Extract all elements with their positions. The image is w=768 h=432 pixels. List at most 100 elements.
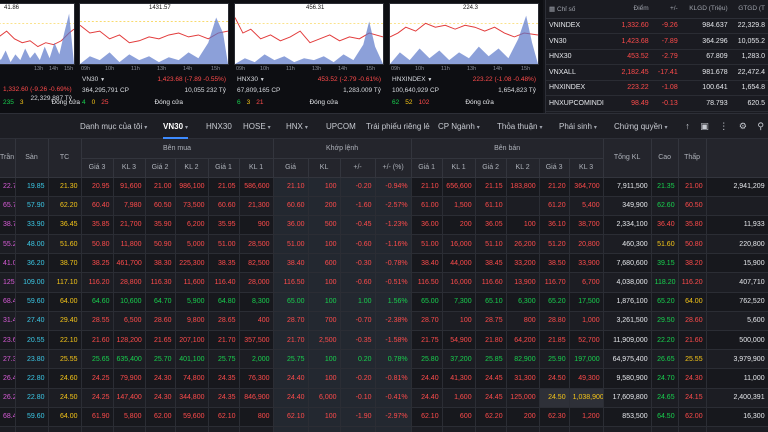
tab-hose[interactable]: HOSE ▾ <box>243 114 271 139</box>
cell-s-n: 27.40 <box>15 311 49 332</box>
cell-nn-mua: 762,520 <box>706 292 768 312</box>
table-row[interactable]: 26.2022.8024.5024.25147,40024.30344,8002… <box>0 388 768 408</box>
chart-ref-label: 41.86 <box>4 5 20 11</box>
chart-volume: 100,640,929 CP <box>392 87 439 94</box>
tab-label: UPCOM <box>326 122 356 131</box>
table-row[interactable]: 38.7533.9036.4535.8521,70035.906,20035.9… <box>0 215 768 236</box>
cell-kl-3: 17,500 <box>569 292 604 312</box>
tab-vn30[interactable]: VN30 ▾ <box>163 114 189 139</box>
cell-kl-2: 11,600 <box>175 272 209 293</box>
cell--: -0.30 <box>340 253 376 274</box>
board-col-header: Giá 1 <box>208 158 240 178</box>
table-row[interactable]: 27.3023.8025.5525.65635,40025.70401,1002… <box>0 349 768 370</box>
tab-danh-m-c-c-a-t-i[interactable]: Danh mục của tôi ▾ <box>80 114 147 139</box>
index-row[interactable]: VNXALL 2,182.45 -17.41 981.678 22,472.4 <box>546 64 768 81</box>
cell-gi-1: 38.40 <box>411 253 443 274</box>
board-col-header: Giá 2 <box>145 158 176 178</box>
cell--: 0.20 <box>340 349 376 370</box>
cell-kl-1: 7,300 <box>442 292 476 312</box>
chart-hnx30[interactable]: 456.31 09h 10h 11h 13h 14h 15h HNX30 ▼ 453.52… <box>234 3 384 111</box>
cell-kl-3: 10,600 <box>113 292 146 312</box>
cell-kl-2: 986,100 <box>175 177 209 197</box>
board-col-header: KL 1 <box>239 158 274 178</box>
tab-upcom[interactable]: UPCOM <box>326 114 356 139</box>
tab-hnx[interactable]: HNX ▾ <box>286 114 308 139</box>
tab-label: VN30 <box>163 122 184 131</box>
cell-gi-1: 24.40 <box>411 368 443 389</box>
tab-ph-i-sinh[interactable]: Phái sinh ▾ <box>559 114 597 139</box>
search-icon[interactable]: ⚲ <box>757 121 764 131</box>
cell-tr-n: 68.40 <box>0 407 16 427</box>
index-row[interactable]: HNXUPCOMINDI 98.49 -0.13 78.793 620.5 <box>546 95 768 112</box>
cell-t-ng-kl: 460,300 <box>603 234 652 255</box>
cell-th-p: 61.80 <box>678 426 707 432</box>
cell-cao: 64.50 <box>651 407 679 427</box>
cell--: -0.35 <box>340 330 376 351</box>
cell-gi-2: 28.60 <box>145 311 176 332</box>
cell-gi-1: 28.65 <box>208 311 240 332</box>
cell-gi-3: 24.50 <box>539 368 570 389</box>
cell-kl-3: 5,800 <box>113 407 146 427</box>
cell-kl: 700 <box>308 311 341 332</box>
tab-th-a-thu-n[interactable]: Thỏa thuận ▾ <box>497 114 543 139</box>
cell-t-ng-kl: 12,817,900 <box>603 426 652 432</box>
table-row[interactable]: 68.4059.6064.0061.905,80062.0059,60062.1… <box>0 407 768 427</box>
table-row[interactable]: 31.4027.4029.4028.556,50028.609,80028.65… <box>0 311 768 332</box>
board-col-header: Giá 3 <box>81 158 114 178</box>
chart-vn30[interactable]: 1431.57 09h 10h 11h 13h 14h 15h VN30 ▼ 1,423.… <box>79 3 229 111</box>
table-row[interactable]: 22.7519.8521.3020.9591,60021.00986,10021… <box>0 177 768 197</box>
index-row[interactable]: HNX30 453.52 -2.79 67.809 1,283.0 <box>546 49 768 65</box>
cell-gi-2: 36.05 <box>475 215 507 236</box>
cell-gi-: 24.40 <box>273 388 309 408</box>
cell-tc: 117.10 <box>48 272 82 293</box>
cell-gi-2: 24.30 <box>145 368 176 389</box>
cell-kl-3: 7,980 <box>113 196 146 216</box>
index-row[interactable]: VN30 1,423.68 -7.89 364.296 10,055.2 <box>546 33 768 50</box>
chart-volume: 67,809,165 CP <box>237 87 281 94</box>
cell-kl-1: 8,300 <box>239 292 274 312</box>
index-row[interactable]: HNXINDEX 223.22 -1.08 100.641 1,654.8 <box>546 80 768 96</box>
cell-gi-3: 24.25 <box>81 388 114 408</box>
cell-kl: 100 <box>308 349 341 370</box>
cell-gi-2: 62.00 <box>145 407 176 427</box>
cell-tc: 22.10 <box>48 330 82 351</box>
cell-nn-mua: 220,800 <box>706 234 768 255</box>
cell-kl-1: 28,000 <box>239 272 274 293</box>
chart-change: 453.52 (-2.79 -0.61%) <box>317 76 381 83</box>
upload-icon[interactable]: ↑ <box>685 121 690 131</box>
cell-s-n: 22.80 <box>15 368 49 389</box>
table-row[interactable]: 125.20109.00117.10116.2028,800116.3011,6… <box>0 272 768 293</box>
table-row[interactable]: 67.0058.9063.4061.8085,20061.9012,70062.… <box>0 426 768 432</box>
tab-cp-ng-nh[interactable]: CP Ngành ▾ <box>438 114 480 139</box>
chart-axis: 09h 10h 11h 13h 14h 15h <box>236 66 376 72</box>
table-row[interactable]: 41.0536.2038.7038.25461,70038.30225,3003… <box>0 253 768 274</box>
cell-s-n: 59.60 <box>15 407 49 427</box>
table-row[interactable]: 26.4022.8024.6024.2579,90024.3074,80024.… <box>0 368 768 389</box>
cell-tr-n: 27.30 <box>0 349 16 370</box>
chart-hnxindex[interactable]: 224.3 09h 10h 11h 13h 14h 15h HNXINDEX ▼ 223.… <box>389 3 539 111</box>
excel-export-icon[interactable]: ▣ <box>700 121 709 131</box>
gear-icon[interactable]: ⚙ <box>738 121 747 131</box>
table-row[interactable]: 23.6520.5522.1021.60128,20021.65207,1002… <box>0 330 768 351</box>
tab-hnx30[interactable]: HNX30 <box>206 114 232 139</box>
tab-ch-ng-quy-n[interactable]: Chứng quyền ▾ <box>614 114 668 139</box>
table-row[interactable]: 65.7057.9062.2060.407,98060.5073,50060.6… <box>0 196 768 216</box>
cell-gi-3: 20.95 <box>81 177 114 197</box>
board-col-header: Giá <box>273 158 309 178</box>
chevron-down-icon: ▾ <box>593 125 597 131</box>
cell-gi-1: 24.40 <box>411 388 443 408</box>
tab-label: Danh mục của tôi <box>80 122 143 131</box>
chart-vnindex[interactable]: 41.86 13h 14h 15h 1,332.60 (-9.26 -0.69%) … <box>0 3 80 111</box>
table-row[interactable]: 68.4059.6064.0064.6010,60064.705,90064.8… <box>0 292 768 312</box>
tab-tr-i-phi-u-ri-ng-l-[interactable]: Trái phiếu riêng lẻ <box>366 114 430 139</box>
cell-kl-2: 59,600 <box>175 407 209 427</box>
cell-t-ng-kl: 4,038,000 <box>603 272 652 293</box>
chart-breadth: 6 3 21 Đóng cửa <box>237 99 339 106</box>
cell-tr-n: 22.75 <box>0 177 16 197</box>
cell-th-p: 64.00 <box>678 292 707 312</box>
index-row[interactable]: VNINDEX 1,332.60 -9.26 984.637 22,329.8 <box>546 18 768 34</box>
cell-kl-2: 6,200 <box>175 215 209 236</box>
cell-kl-2: 5,900 <box>175 292 209 312</box>
table-row[interactable]: 55.2048.0051.6050.8011,80050.905,00051.0… <box>0 234 768 255</box>
more-vertical-icon[interactable]: ⋮ <box>719 121 729 131</box>
